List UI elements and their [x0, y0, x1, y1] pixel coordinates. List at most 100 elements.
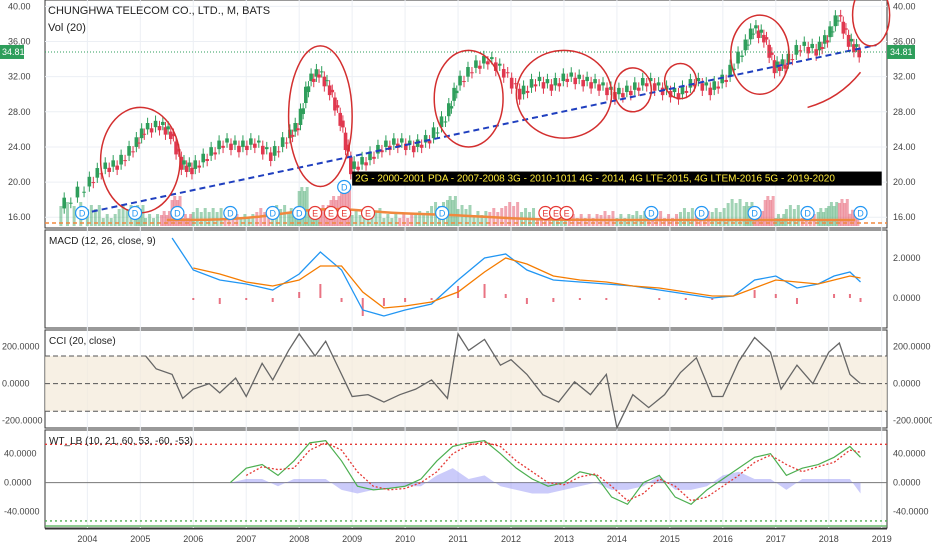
volume-bar: [89, 205, 93, 226]
dividend-marker: [694, 205, 709, 221]
volume-bar: [726, 203, 730, 226]
annotation-circle: [287, 45, 353, 188]
candle-body: [680, 85, 685, 95]
volume-bar: [283, 205, 287, 226]
candle-body: [187, 162, 192, 167]
volume-bar: [763, 200, 767, 226]
candle-body: [376, 144, 380, 154]
candle-body: [728, 64, 732, 77]
volume-bar: [125, 209, 129, 226]
candle-body: [343, 132, 348, 151]
volume-bar: [792, 209, 796, 226]
candle-body: [794, 45, 799, 55]
volume-bar: [289, 208, 293, 226]
annotation-circle: [730, 14, 790, 95]
candle-body: [474, 60, 478, 68]
candle-body: [537, 76, 542, 82]
price-tick-label-right: 36.00: [893, 37, 916, 47]
volume-bar: [394, 214, 398, 226]
volume-bar: [358, 215, 362, 226]
volume-bar: [117, 209, 121, 226]
volume-bar: [390, 218, 394, 226]
candle-body: [652, 83, 657, 91]
volume-bar: [615, 218, 619, 226]
volume-moving-average: [166, 207, 856, 222]
price-badge-right: [887, 44, 915, 59]
candle-body: [656, 82, 661, 86]
candle-body: [435, 132, 440, 134]
price-tick-label-left: 24.00: [8, 142, 31, 152]
candle-body: [201, 153, 206, 163]
volume-bar: [162, 211, 166, 226]
volume-bar: [761, 211, 765, 226]
candle-body: [245, 145, 249, 151]
candle-body: [754, 25, 758, 29]
candle-body: [493, 62, 498, 71]
marker-label: D: [857, 209, 864, 219]
x-tick-label: 2009: [342, 534, 362, 544]
volume-bar: [819, 208, 823, 226]
volume-bar: [690, 208, 694, 226]
volume-bar: [738, 199, 742, 226]
candle-body: [82, 191, 86, 193]
candle-body: [830, 31, 835, 33]
candle-body: [298, 108, 303, 125]
volume-bar: [853, 213, 857, 226]
candle-body: [325, 80, 329, 82]
dividend-marker: [644, 205, 659, 221]
volume-bar: [148, 214, 152, 226]
x-tick-label: 2004: [77, 534, 97, 544]
marker-label: D: [132, 209, 139, 219]
candle-body: [103, 162, 108, 169]
volume-bar: [730, 199, 734, 226]
candle-body: [237, 145, 241, 153]
volume-bar: [243, 214, 247, 226]
x-tick-label: 2007: [236, 534, 256, 544]
candle-body: [197, 165, 202, 168]
candle-body: [513, 83, 518, 85]
volume-bar: [113, 214, 117, 226]
volume-bar: [476, 211, 480, 226]
candle-body: [509, 77, 514, 89]
candle-body: [462, 81, 466, 83]
candle-body: [712, 81, 717, 90]
volume-bar: [800, 218, 804, 226]
price-tick-label-left: 32.00: [8, 72, 31, 82]
volume-bar: [771, 196, 775, 226]
volume-bar: [231, 218, 235, 226]
volume-bar: [484, 211, 488, 226]
volume-bar: [845, 199, 849, 226]
candle-body: [482, 56, 486, 64]
candle-body: [327, 85, 332, 96]
candle-body: [775, 61, 779, 68]
candle-body: [349, 156, 353, 175]
marker-label: D: [341, 183, 348, 193]
price-badge-right-label: 34.81: [890, 47, 913, 57]
marker-label: E: [328, 209, 334, 219]
candle-body: [168, 131, 173, 140]
candle-body: [309, 73, 313, 82]
volume-bar: [832, 206, 836, 226]
dividend-marker: [853, 205, 868, 221]
marker-label: E: [365, 209, 371, 219]
volume-bar: [72, 206, 76, 226]
volume-bar: [382, 218, 386, 226]
candle-body: [380, 150, 384, 153]
volume-bar: [835, 202, 839, 226]
macd-tick-label: 2.0000: [893, 253, 921, 263]
candle-body: [333, 97, 337, 111]
volume-bar: [774, 218, 778, 226]
volume-bar: [219, 208, 223, 226]
price-tick-label-left: 20.00: [8, 177, 31, 187]
price-tick-label-left: 16.00: [8, 212, 31, 222]
candle-body: [134, 137, 139, 147]
volume-bar: [722, 208, 726, 226]
cci-tick-label-left: 200.0000: [2, 342, 40, 352]
marker-label: D: [79, 209, 86, 219]
cci-tick-label-right: -200.0000: [893, 415, 932, 425]
candle-body: [87, 176, 92, 187]
candle-body: [319, 71, 324, 73]
volume-bar: [97, 205, 101, 226]
volume-bar: [109, 218, 113, 226]
